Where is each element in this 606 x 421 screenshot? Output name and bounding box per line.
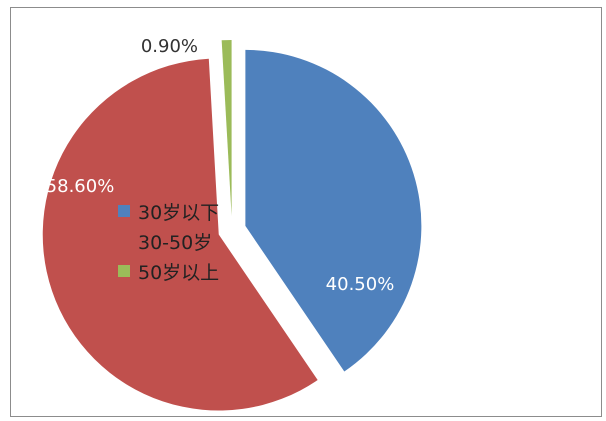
data-label-under-30: 40.50% (326, 274, 395, 295)
legend-item-under-30: 30岁以下 (118, 196, 219, 226)
legend-swatch (118, 265, 130, 277)
legend-label: 30-50岁 (138, 231, 213, 254)
data-label-over-50: 0.90% (141, 36, 198, 57)
legend-swatch (118, 235, 130, 247)
legend-swatch (118, 205, 130, 217)
legend-item-over-50: 50岁以上 (118, 256, 219, 286)
legend-label: 50岁以上 (138, 261, 220, 284)
pie-slice-over-50 (221, 40, 232, 217)
pie-slice-under-30 (245, 49, 422, 372)
legend: 30岁以下 30-50岁 50岁以上 (118, 196, 219, 286)
pie-slice-30-50 (42, 58, 318, 411)
legend-label: 30岁以下 (138, 201, 220, 224)
legend-item-30-50: 30-50岁 (118, 226, 219, 256)
chart-frame (10, 7, 602, 417)
data-label-30-50: 58.60% (46, 176, 115, 197)
